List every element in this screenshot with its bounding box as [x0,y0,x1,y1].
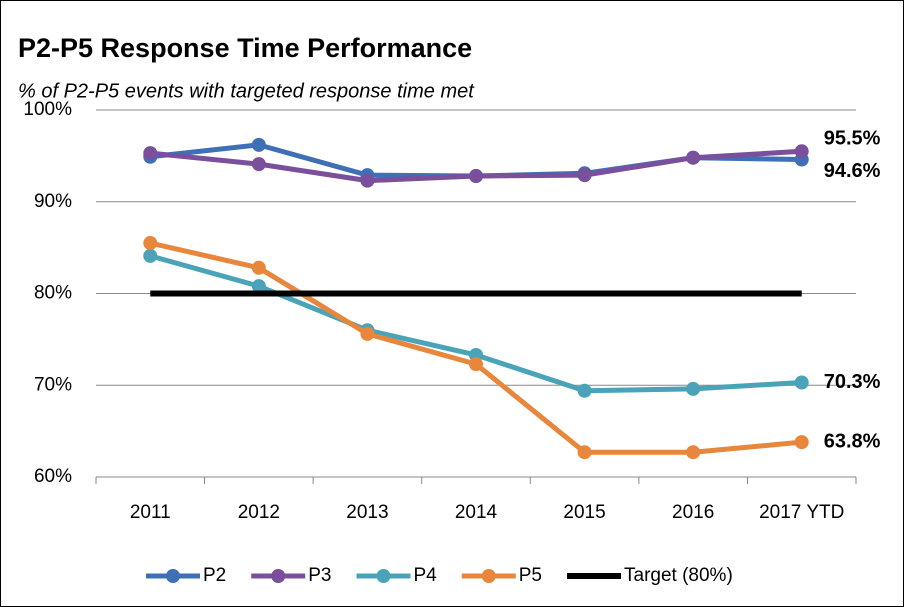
data-point [577,383,592,398]
legend-label: P4 [414,565,438,586]
data-point [143,236,158,251]
data-point [143,146,158,161]
legend-marker [376,569,391,583]
chart-subtitle: % of P2-P5 events with targeted response… [18,80,475,102]
x-tick-label: 2011 [130,502,171,523]
y-tick-label: 70% [34,374,72,395]
data-label: 70.3% [824,371,881,393]
data-point [360,326,375,341]
x-tick-label: 2012 [238,502,280,523]
data-point [469,357,483,372]
data-point [251,157,266,172]
data-point [794,435,809,450]
y-tick-label: 100% [23,99,72,120]
y-tick-label: 80% [34,283,72,304]
data-point [686,445,701,460]
y-tick-label: 90% [34,191,72,212]
data-point [251,137,266,152]
data-point [251,279,266,294]
data-point [577,445,592,460]
legend-label: P3 [308,565,331,586]
data-point [360,173,375,188]
x-tick-label: 2013 [346,502,388,523]
x-tick-label: 2015 [563,502,605,523]
legend-label: P2 [203,565,226,586]
data-point [469,169,483,184]
x-tick-label: 2017 YTD [759,502,844,523]
x-tick-label: 2016 [672,502,714,523]
legend-marker [166,569,180,583]
legend-marker [271,569,286,583]
data-point [686,150,701,165]
data-label: 63.8% [824,430,881,452]
data-point [794,375,809,390]
legend-label: P5 [519,565,542,586]
data-point [686,381,701,396]
data-label: 94.6% [824,160,881,182]
y-tick-label: 60% [34,466,72,487]
x-tick-label: 2014 [455,502,498,523]
data-point [251,260,266,275]
legend-label: Target (80%) [624,565,733,586]
data-point [143,248,158,263]
data-label: 95.5% [824,128,881,150]
legend-marker [481,569,496,583]
data-point [577,168,592,183]
data-point [794,144,809,159]
chart-title: P2-P5 Response Time Performance [18,33,472,63]
